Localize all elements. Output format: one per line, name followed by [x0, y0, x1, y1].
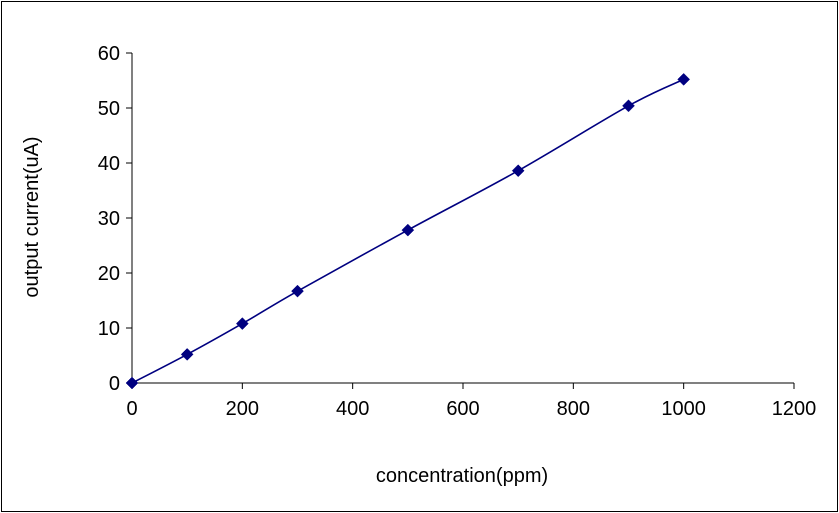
x-axis-title: concentration(ppm)	[376, 465, 548, 487]
data-point-marker	[622, 99, 635, 113]
data-point-marker	[511, 164, 525, 178]
y-tick-label: 20	[98, 263, 120, 285]
y-tick-label: 60	[98, 43, 120, 65]
x-tick-label: 800	[557, 398, 590, 420]
series-line	[131, 78, 685, 384]
x-tick-label: 0	[126, 398, 137, 420]
series-layer	[125, 73, 691, 390]
data-point-marker	[125, 376, 139, 390]
y-axis-title: output current(uA)	[21, 136, 43, 297]
y-tick-label: 40	[98, 153, 120, 175]
y-tick-label: 50	[98, 98, 120, 120]
data-point-marker	[401, 223, 415, 237]
data-point-marker	[677, 73, 691, 86]
y-tick-label: 10	[98, 318, 120, 340]
data-point-marker	[291, 284, 304, 298]
x-tick-label: 200	[226, 398, 259, 420]
x-tick-label: 400	[336, 398, 369, 420]
data-point-marker	[235, 317, 249, 330]
y-tick-label: 30	[98, 208, 120, 230]
x-tick-label: 1000	[661, 398, 706, 420]
x-tick-label: 1200	[772, 398, 817, 420]
data-point-marker	[180, 348, 194, 361]
y-tick-label: 0	[109, 373, 120, 395]
x-tick-label: 600	[446, 398, 479, 420]
